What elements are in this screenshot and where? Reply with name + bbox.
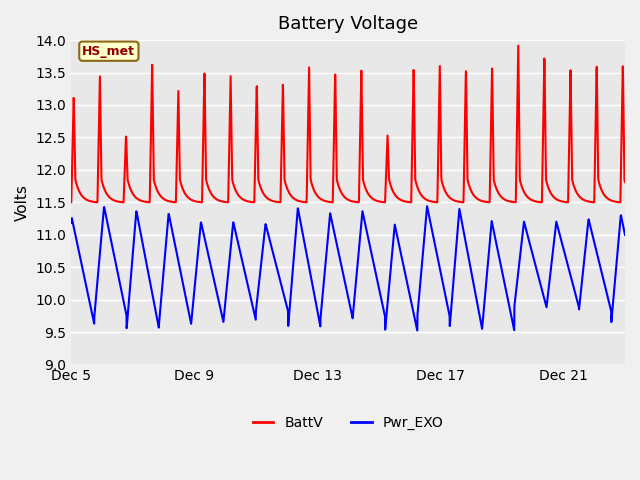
- Text: HS_met: HS_met: [83, 45, 136, 58]
- Title: Battery Voltage: Battery Voltage: [278, 15, 418, 33]
- Legend: BattV, Pwr_EXO: BattV, Pwr_EXO: [247, 410, 449, 435]
- Y-axis label: Volts: Volts: [15, 184, 30, 221]
